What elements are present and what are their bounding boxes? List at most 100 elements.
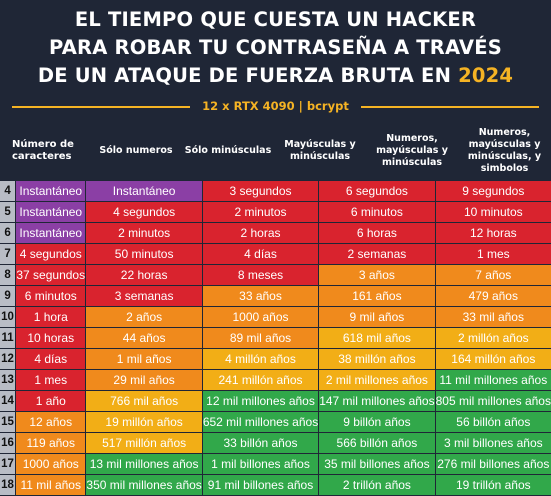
time-cell: 566 billón años bbox=[318, 433, 435, 454]
row-char-count: 6 bbox=[0, 223, 16, 244]
time-cell: 37 segundos bbox=[15, 265, 86, 286]
time-cell: 350 mil millones años bbox=[85, 475, 202, 496]
time-cell: 4 segundos bbox=[85, 202, 202, 223]
time-cell: 9 billón años bbox=[318, 412, 435, 433]
time-cell: 241 millón años bbox=[201, 370, 319, 391]
column-header: Numeros, mayúsculas y minúsculas bbox=[366, 122, 458, 180]
row-char-count: 13 bbox=[0, 370, 16, 391]
time-cell: 50 minutos bbox=[85, 244, 202, 265]
time-cell: 35 mil billones años bbox=[318, 454, 435, 475]
table-row: 8 37 segundos 22 horas 8 meses 3 años 7 años bbox=[0, 265, 551, 286]
row-char-count: 10 bbox=[0, 307, 16, 328]
table-row: 5 Instantáneo 4 segundos 2 minutos 6 minutos… bbox=[0, 202, 551, 223]
time-cell: 479 años bbox=[434, 286, 551, 307]
table-row: 12 4 días 1 mil años 4 millón años 38 millón… bbox=[0, 349, 551, 370]
column-header: Numeros, mayúsculas y minúsculas, y simbolo… bbox=[458, 122, 551, 180]
time-cell: 44 años bbox=[85, 328, 202, 349]
infographic: EL TIEMPO QUE CUESTA UN HACKER PARA ROBA… bbox=[0, 6, 551, 496]
time-cell: 3 mil billones años bbox=[434, 433, 551, 454]
table-row: 11 10 horas 44 años 89 mil años 618 mil años… bbox=[0, 328, 551, 349]
column-header: Sólo numeros bbox=[90, 122, 182, 180]
time-cell: 4 días bbox=[201, 244, 319, 265]
time-cell: 2 semanas bbox=[318, 244, 435, 265]
title-line-1: EL TIEMPO QUE CUESTA UN HACKER bbox=[74, 8, 477, 31]
time-cell: 10 minutos bbox=[434, 202, 551, 223]
table-row: 15 12 años 19 millón años 652 mil millones … bbox=[0, 412, 551, 433]
time-cell: 4 segundos bbox=[15, 244, 86, 265]
time-cell: 2 horas bbox=[201, 223, 319, 244]
time-cell: 12 horas bbox=[434, 223, 551, 244]
time-cell: 19 trillón años bbox=[434, 475, 551, 496]
row-char-count: 12 bbox=[0, 349, 16, 370]
time-cell: 2 años bbox=[85, 307, 202, 328]
time-cell: 12 años bbox=[15, 412, 86, 433]
time-cell: 2 minutos bbox=[201, 202, 319, 223]
time-cell: 9 mil años bbox=[318, 307, 435, 328]
time-cell: 38 millón años bbox=[318, 349, 435, 370]
subtitle-bar: 12 x RTX 4090 | bcrypt bbox=[0, 98, 551, 114]
page-title: EL TIEMPO QUE CUESTA UN HACKER PARA ROBA… bbox=[0, 6, 551, 90]
row-char-count: 14 bbox=[0, 391, 16, 412]
time-cell: 1 año bbox=[15, 391, 86, 412]
title-line-2: PARA ROBAR TU CONTRASEÑA A TRAVÉS bbox=[49, 36, 502, 59]
column-header: Sólo minúsculas bbox=[182, 122, 274, 180]
row-char-count: 11 bbox=[0, 328, 16, 349]
time-cell: Instantáneo bbox=[15, 223, 86, 244]
time-cell: 6 segundos bbox=[318, 181, 435, 202]
time-cell: 3 semanas bbox=[85, 286, 202, 307]
time-cell: 9 segundos bbox=[434, 181, 551, 202]
time-cell: 33 mil años bbox=[434, 307, 551, 328]
column-header-label: Número de caracteres bbox=[12, 139, 74, 162]
time-cell: 12 mil millones años bbox=[201, 391, 319, 412]
time-cell: 517 millón años bbox=[85, 433, 202, 454]
time-cell: 6 minutos bbox=[318, 202, 435, 223]
title-line-3-text: DE UN ATAQUE DE FUERZA BRUTA EN bbox=[37, 64, 459, 87]
time-cell: 618 mil años bbox=[318, 328, 435, 349]
column-header-label: Sólo numeros bbox=[99, 145, 173, 156]
password-time-table: 4 Instantáneo Instantáneo 3 segundos 6 segun… bbox=[0, 181, 551, 496]
column-header: Número de caracteres bbox=[0, 122, 102, 180]
time-cell: 1000 años bbox=[15, 454, 86, 475]
time-cell: 10 horas bbox=[15, 328, 86, 349]
time-cell: 3 años bbox=[318, 265, 435, 286]
title-year: 2024 bbox=[458, 64, 514, 87]
time-cell: 276 mil billones años bbox=[434, 454, 551, 475]
time-cell: 56 billón años bbox=[434, 412, 551, 433]
row-char-count: 7 bbox=[0, 244, 16, 265]
time-cell: 1 mes bbox=[15, 370, 86, 391]
time-cell: 13 mil millones años bbox=[85, 454, 202, 475]
time-cell: 652 mil millones años bbox=[201, 412, 319, 433]
time-cell: 89 mil años bbox=[201, 328, 319, 349]
time-cell: Instantáneo bbox=[85, 181, 202, 202]
title-line-3: DE UN ATAQUE DE FUERZA BRUTA EN 2024 bbox=[0, 62, 551, 90]
time-cell: 6 minutos bbox=[15, 286, 86, 307]
column-header-label: Sólo minúsculas bbox=[184, 145, 272, 156]
time-cell: 147 mil millones años bbox=[318, 391, 435, 412]
table-row: 14 1 año 766 mil años 12 mil millones años 1… bbox=[0, 391, 551, 412]
time-cell: 1 mes bbox=[434, 244, 551, 265]
time-cell: 19 millón años bbox=[85, 412, 202, 433]
time-cell: 1 mil billones años bbox=[201, 454, 319, 475]
subtitle-divider-left bbox=[12, 106, 190, 108]
time-cell: 4 millón años bbox=[201, 349, 319, 370]
table-row: 13 1 mes 29 mil años 241 millón años 2 mil m… bbox=[0, 370, 551, 391]
time-cell: 91 mil billones años bbox=[201, 475, 319, 496]
row-char-count: 4 bbox=[0, 181, 16, 202]
table-row: 17 1000 años 13 mil millones años 1 mil bil… bbox=[0, 454, 551, 475]
row-char-count: 18 bbox=[0, 475, 16, 496]
row-char-count: 16 bbox=[0, 433, 16, 454]
time-cell: 3 segundos bbox=[201, 181, 319, 202]
time-cell: 1 hora bbox=[15, 307, 86, 328]
time-cell: 1000 años bbox=[201, 307, 319, 328]
subtitle: 12 x RTX 4090 | bcrypt bbox=[202, 99, 349, 113]
time-cell: Instantáneo bbox=[15, 181, 86, 202]
table-row: 6 Instantáneo 2 minutos 2 horas 6 horas 12 ho… bbox=[0, 223, 551, 244]
column-header-label: Numeros, mayúsculas y minúsculas bbox=[376, 133, 448, 168]
time-cell: 2 millón años bbox=[434, 328, 551, 349]
table-row: 10 1 hora 2 años 1000 años 9 mil años 33 mil … bbox=[0, 307, 551, 328]
time-cell: 164 millón años bbox=[434, 349, 551, 370]
time-cell: 4 días bbox=[15, 349, 86, 370]
time-cell: 2 trillón años bbox=[318, 475, 435, 496]
